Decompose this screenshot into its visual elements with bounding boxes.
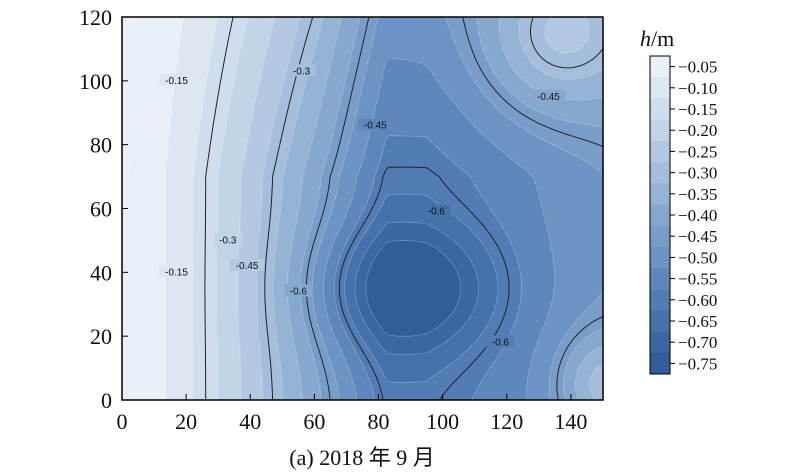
minor-contour-line bbox=[164, 17, 184, 400]
colorbar-swatch bbox=[650, 352, 670, 375]
contour-label: -0.45 bbox=[537, 92, 560, 103]
x-tick-label: 120 bbox=[490, 409, 523, 434]
colorbar-label: −0.50 bbox=[678, 248, 717, 267]
contour-label-bg bbox=[287, 64, 316, 77]
colorbar-swatch bbox=[650, 56, 670, 78]
major-contour-line bbox=[204, 17, 234, 400]
contour-label: -0.6 bbox=[428, 207, 446, 218]
colorbar-swatch bbox=[650, 225, 670, 248]
contour-label: -0.15 bbox=[165, 76, 188, 87]
contour-label: -0.6 bbox=[492, 338, 510, 349]
contour-label: -0.3 bbox=[293, 66, 311, 77]
plot-area: -0.15 -0.15 -0.3 -0.3 -0.45 -0.45 -0.45 -0.6 -0.… bbox=[121, 16, 604, 401]
colorbar-swatch bbox=[650, 119, 670, 142]
minor-contour-line bbox=[300, 17, 603, 400]
contour-label-bg bbox=[159, 73, 194, 86]
x-tick-label: 100 bbox=[426, 409, 459, 434]
contour-label-bg bbox=[358, 118, 393, 131]
contour-label: -0.45 bbox=[364, 121, 387, 132]
colorbar-swatch bbox=[650, 246, 670, 269]
colorbar-label: −0.20 bbox=[678, 121, 717, 140]
colorbar-swatch bbox=[650, 268, 670, 290]
contour-label-bg bbox=[159, 265, 194, 278]
colorbar-label: −0.45 bbox=[678, 227, 717, 246]
colorbar-label: −0.65 bbox=[678, 312, 717, 331]
x-tick-label: 60 bbox=[303, 409, 325, 434]
minor-contour-line bbox=[365, 240, 461, 337]
x-tick-label: 80 bbox=[368, 409, 390, 434]
x-tick-label: 20 bbox=[175, 409, 197, 434]
colorbar-label: −0.75 bbox=[678, 354, 717, 373]
minor-contour-line bbox=[256, 17, 590, 400]
figure-caption: (a) 2018 年 9 月 bbox=[289, 445, 434, 470]
colorbar-label: −0.05 bbox=[678, 58, 717, 77]
minor-contour-line bbox=[192, 17, 219, 400]
colorbar-frame bbox=[649, 55, 671, 375]
y-axis: 0 20 40 60 80 100 120 bbox=[79, 5, 128, 413]
contour-label-bg bbox=[213, 233, 242, 246]
colorbar-swatch bbox=[650, 140, 670, 163]
x-axis: 0 20 40 60 80 100 120 140 bbox=[117, 394, 587, 434]
contour-label-bg bbox=[422, 204, 451, 217]
y-tick-label: 120 bbox=[79, 5, 112, 30]
colorbar-label: −0.55 bbox=[678, 270, 717, 289]
colorbar-label: −0.35 bbox=[678, 185, 717, 204]
colorbar-title-unit: /m bbox=[651, 26, 674, 51]
minor-contour-line bbox=[128, 17, 136, 400]
contour-labels: -0.15 -0.15 -0.3 -0.3 -0.45 -0.45 -0.45 -0.6 -0.… bbox=[159, 64, 566, 349]
x-tick-label: 140 bbox=[554, 409, 587, 434]
minor-contour-line bbox=[354, 221, 479, 355]
minor-contour-line bbox=[312, 17, 603, 400]
contour-label: -0.6 bbox=[290, 286, 308, 297]
y-tick-label: 20 bbox=[90, 324, 112, 349]
y-tick-label: 100 bbox=[79, 69, 112, 94]
major-contour-line bbox=[264, 17, 603, 400]
colorbar-swatch bbox=[650, 98, 670, 121]
y-tick-label: 60 bbox=[90, 197, 112, 222]
colorbar-title-variable: h bbox=[640, 26, 651, 51]
colorbar-swatches bbox=[650, 56, 670, 375]
colorbar: h/m −0.05−0.10−0.15−0.20−0.25−0.30−0.35−… bbox=[640, 26, 717, 375]
contour-lines bbox=[128, 17, 603, 400]
colorbar-swatch bbox=[650, 331, 670, 354]
x-tick-label: 40 bbox=[239, 409, 261, 434]
colorbar-swatch bbox=[650, 204, 670, 227]
minor-contour-line bbox=[287, 17, 603, 400]
y-tick-label: 0 bbox=[101, 388, 112, 413]
contour-field bbox=[122, 17, 603, 400]
x-tick-label: 0 bbox=[117, 409, 128, 434]
colorbar-swatch bbox=[650, 310, 670, 333]
colorbar-label: −0.40 bbox=[678, 206, 717, 225]
colorbar-label: −0.70 bbox=[678, 333, 717, 352]
contour-label-bg bbox=[230, 258, 265, 271]
contour-label-bg bbox=[531, 89, 566, 102]
minor-contour-line bbox=[216, 17, 248, 400]
colorbar-swatch bbox=[650, 289, 670, 311]
colorbar-swatch bbox=[650, 162, 670, 184]
contour-label-bg bbox=[486, 335, 515, 348]
colorbar-labels: −0.05 −0.10 −0.15 −0.20 −0.25 −0.30 −0.35 −0.40… bbox=[670, 58, 717, 373]
colorbar-label: −0.25 bbox=[678, 142, 717, 161]
minor-contour-line bbox=[323, 57, 555, 400]
colorbar-title: h/m bbox=[640, 26, 674, 51]
contour-label-bg bbox=[284, 284, 313, 297]
contour-label: -0.15 bbox=[165, 267, 188, 278]
colorbar-swatch bbox=[650, 77, 670, 99]
contour-label: -0.3 bbox=[219, 235, 237, 246]
colorbar-label: −0.30 bbox=[678, 164, 717, 183]
colorbar-label: −0.10 bbox=[678, 79, 717, 98]
contour-label: -0.45 bbox=[236, 261, 259, 272]
major-contour-line bbox=[305, 17, 603, 400]
colorbar-swatch bbox=[650, 183, 670, 205]
minor-contour-line bbox=[272, 17, 603, 400]
y-tick-label: 80 bbox=[90, 133, 112, 158]
colorbar-label: −0.15 bbox=[678, 100, 717, 119]
major-contour-line bbox=[338, 166, 510, 400]
y-tick-label: 40 bbox=[90, 260, 112, 285]
minor-contour-line bbox=[344, 193, 499, 383]
colorbar-label: −0.60 bbox=[678, 291, 717, 310]
